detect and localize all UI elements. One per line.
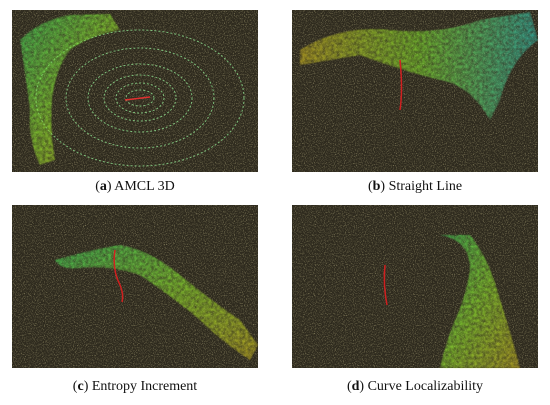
caption-part: ( [95,179,100,194]
caption-part: ) Entropy Increment [84,379,198,394]
caption-part: ) AMCL 3D [107,179,175,194]
caption-d: (d) Curve Localizability [347,379,483,394]
caption-part: d [352,379,360,394]
caption-a: (a) AMCL 3D [95,179,175,194]
caption-part: b [373,179,381,194]
caption-part: ) Curve Localizability [359,379,483,394]
caption-part: ) Straight Line [380,179,462,194]
caption-c: (c) Entropy Increment [73,379,198,394]
caption-b: (b) Straight Line [368,179,462,194]
panel-a-image [12,10,258,172]
caption-part: ( [73,379,78,394]
caption-part: ( [368,179,373,194]
caption-part: c [77,379,83,394]
caption-part: a [100,179,107,194]
panel-c-image [12,205,258,368]
panel-b-image [292,10,538,172]
panel-d-image [292,205,538,368]
caption-part: ( [347,379,352,394]
